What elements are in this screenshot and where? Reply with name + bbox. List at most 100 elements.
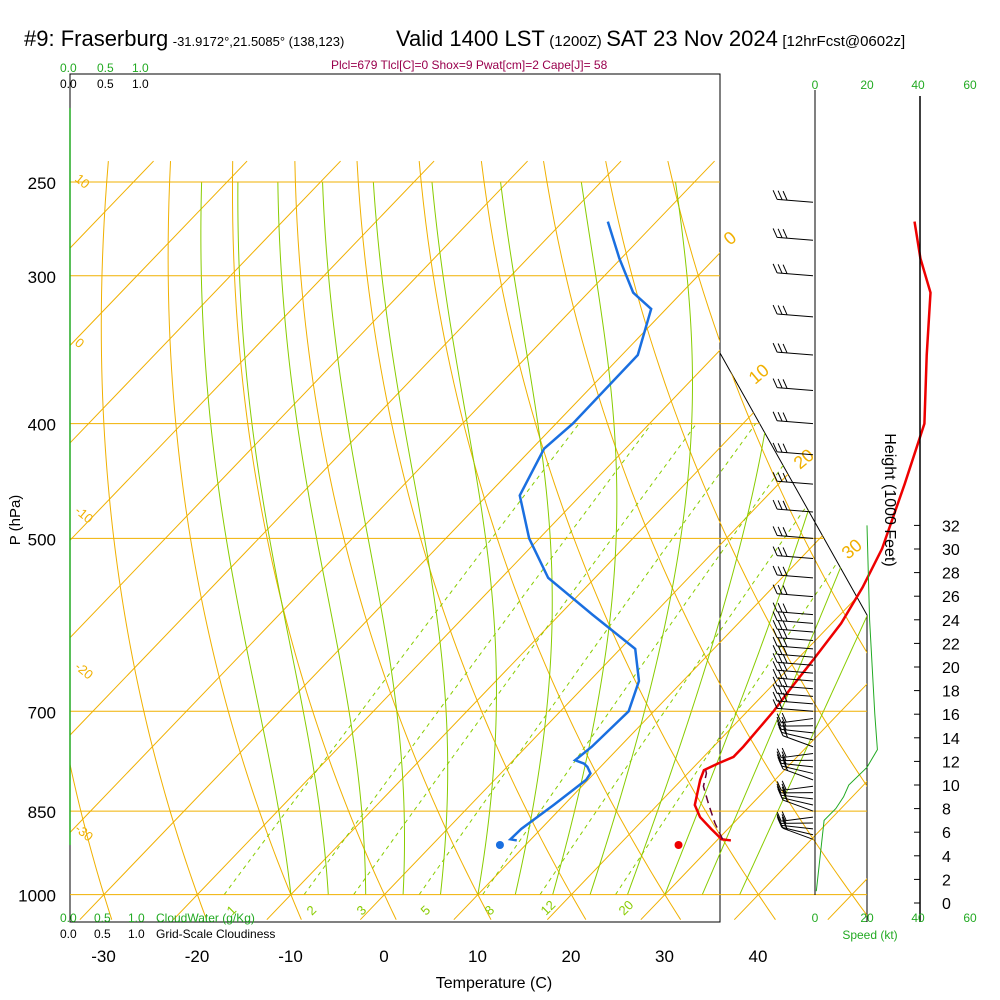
wind-barb [772,304,814,318]
wind-barb [776,816,814,830]
temperature-tick-label: 40 [749,947,768,966]
wind-barb-shaft [777,707,814,712]
mixing-ratio-line [353,423,697,895]
wind-barb [772,472,814,485]
isotherm-line [70,160,528,921]
dry-adiabat-line [543,160,867,920]
wind-barb-shaft [777,700,814,705]
temperature-tick-label: -10 [278,947,303,966]
dry-adiabat-line [667,160,867,921]
wind-barb [772,342,814,356]
isotherm-line [70,160,435,921]
wind-barb [772,628,814,642]
wind-barb-flag [781,747,787,758]
mixing-ratio-label: 5 [418,902,434,918]
mixing-ratio-line [482,423,814,895]
dry-adiabat-line [917,161,1000,920]
mixing-ratio-label: 20 [616,897,637,918]
wind-barb-flag [782,412,788,422]
wind-barb-flag [781,716,787,727]
wind-barb-flag [772,442,778,453]
pressure-tick-label: 300 [28,268,56,287]
wind-barb-flag [772,645,778,655]
moist-adiabat-line [701,181,867,895]
wind-barb-shaft [777,313,814,318]
moist-adiabat-line [739,181,867,895]
height-tick-label: 18 [942,684,960,701]
wind-barb-flag [777,669,783,679]
wind-barb-shaft [777,480,814,485]
wind-barb-flag [772,342,778,353]
cloud-scale-top-tick: 0.5 [97,77,114,91]
wind-barb-flag [777,190,783,200]
wind-barb-flag [782,305,788,316]
isotherm-line [546,160,867,921]
wind-barb-shaft [782,827,814,840]
height-tick-label: 0 [942,896,951,913]
wind-barb-shaft [781,797,814,806]
wind-barb-shaft [777,645,814,650]
wind-barb-flag [772,499,778,510]
station-name: #9: Fraserburg [24,26,169,51]
wind-barb [772,636,814,650]
wind-barb-flag [772,661,778,671]
moist-adiabat-line [589,181,693,895]
wind-barb-flag [782,264,788,274]
wind-barb-flag [776,720,782,730]
wind-barb-shaft [777,574,814,579]
wind-barb-flag [777,611,783,622]
wind-barb-flag [782,637,788,648]
wind-barb-flag [782,500,788,511]
isotherm-label: 0 [72,335,87,351]
wind-barb-flag [776,713,782,723]
wind-barb-flag [776,716,782,727]
wind-barb-shaft [782,799,814,812]
wind-barb-flag [776,816,782,826]
wind-barb [772,526,814,539]
wind-barb-shaft [777,534,814,539]
wind-barb [776,783,814,794]
wind-barb-flag [772,584,778,594]
moist-adiabat-line [372,182,449,895]
cloud-scale-top-tick: 0.0 [60,77,77,91]
wind-barb-flag [782,472,788,483]
wind-barb [776,780,814,791]
wind-barb [772,378,814,391]
dry-adiabat-line [294,161,492,920]
cloud-scale-top-tick: 1.0 [132,77,149,91]
isotherm-line [266,160,867,921]
height-tick-label: 32 [942,518,960,535]
wind-barb-flag [777,645,783,655]
wind-barb-shaft [781,816,814,822]
wind-barb [772,263,814,277]
dry-adiabat-line [356,161,587,920]
cloudwater-label: CloudWater (g/Kg) [156,911,255,925]
height-tick-label: 28 [942,566,960,583]
isotherm-line [733,160,867,921]
mixing-ratio-label: 8 [482,902,498,918]
wind-barb [772,228,814,241]
wind-barb-flag [772,472,778,482]
wind-barb-shaft [777,420,814,425]
wind-barb-shaft [777,451,814,456]
wind-barb-shaft [781,826,814,836]
wind-barb-flag [777,264,783,274]
cloud-scale-top-green-tick: 1.0 [132,61,149,75]
height-axis-label: Height (1000 Feet) [881,433,898,566]
wind-barb-shaft [781,718,814,724]
temperature-tick-label: 10 [468,947,487,966]
wind-barb-flag [783,761,789,771]
wind-barb [772,619,814,633]
wind-barb-flag [781,751,787,761]
wind-barb-shaft [777,628,814,633]
dry-adiabat-line [480,160,776,920]
wind-barb [772,645,814,658]
height-tick-label: 10 [942,778,960,795]
isotherm-line [70,160,248,921]
pressure-tick-label: 700 [28,703,56,722]
wind-barb-flag [777,443,783,453]
wind-barb-flag [772,668,778,679]
isotherm-line [79,160,809,921]
x-axis-label: Temperature (C) [436,975,552,992]
wind-barb-shaft [781,732,814,741]
